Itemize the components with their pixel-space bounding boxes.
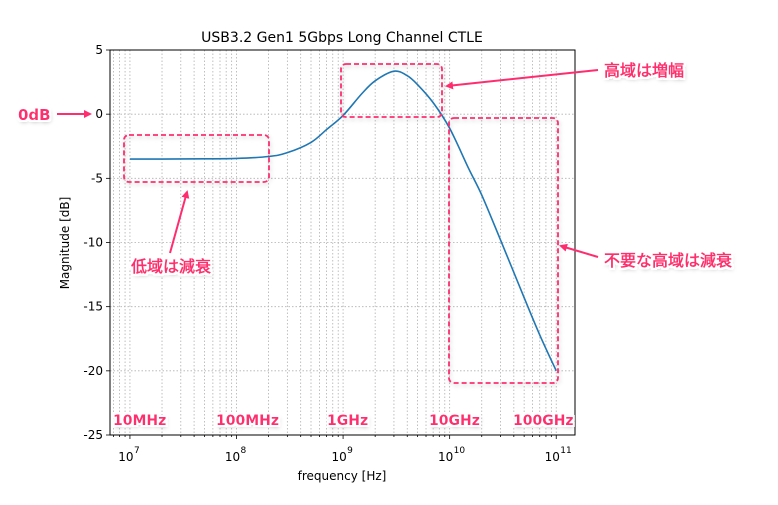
low-band-label: 低域は減衰 xyxy=(130,257,212,276)
x-tick-exponent: 8 xyxy=(241,446,247,456)
freq-label-1ghz: 1GHz xyxy=(327,413,368,429)
grid-lines xyxy=(110,49,575,436)
ctle-curve xyxy=(129,70,557,372)
x-tick-label: 10 xyxy=(331,450,346,464)
high-band-arrow xyxy=(445,69,599,90)
y-tick-label: -25 xyxy=(83,428,103,442)
x-tick-label: 10 xyxy=(545,450,560,464)
freq-label-100mhz: 100MHz xyxy=(216,413,279,429)
y-tick-label: 0 xyxy=(95,107,103,121)
freq-label-10mhz: 10MHz xyxy=(113,413,166,429)
x-tick-label: 10 xyxy=(438,450,453,464)
chart-title: USB3.2 Gen1 5Gbps Long Channel CTLE xyxy=(201,30,483,46)
low-band-arrow xyxy=(169,190,190,254)
low-band-box xyxy=(123,134,270,183)
x-tick-exponent: 7 xyxy=(134,446,140,456)
unwanted-band-box xyxy=(448,117,559,384)
zero-db-label: 0dB xyxy=(18,106,51,124)
unwanted-band-label: 不要な高域は減衰 xyxy=(604,251,733,270)
y-tick-label: -15 xyxy=(83,300,103,314)
y-tick-label: -5 xyxy=(91,171,103,185)
unwanted-band-arrow xyxy=(559,243,599,258)
y-tick-label: -20 xyxy=(83,364,103,378)
x-tick-exponent: 9 xyxy=(347,446,353,456)
x-tick-label: 10 xyxy=(118,450,133,464)
x-axis-label: frequency [Hz] xyxy=(298,469,387,483)
freq-label-100ghz: 100GHz xyxy=(513,413,574,429)
high-band-box xyxy=(340,63,443,118)
x-tick-exponent: 11 xyxy=(560,446,571,456)
y-axis-label: Magnitude [dB] xyxy=(58,197,72,290)
y-tick-label: -10 xyxy=(83,236,103,250)
x-tick-label: 10 xyxy=(225,450,240,464)
high-band-label: 高域は増幅 xyxy=(604,61,684,80)
y-tick-label: 5 xyxy=(95,43,103,57)
x-tick-exponent: 10 xyxy=(454,446,466,456)
freq-label-10ghz: 10GHz xyxy=(429,413,480,429)
